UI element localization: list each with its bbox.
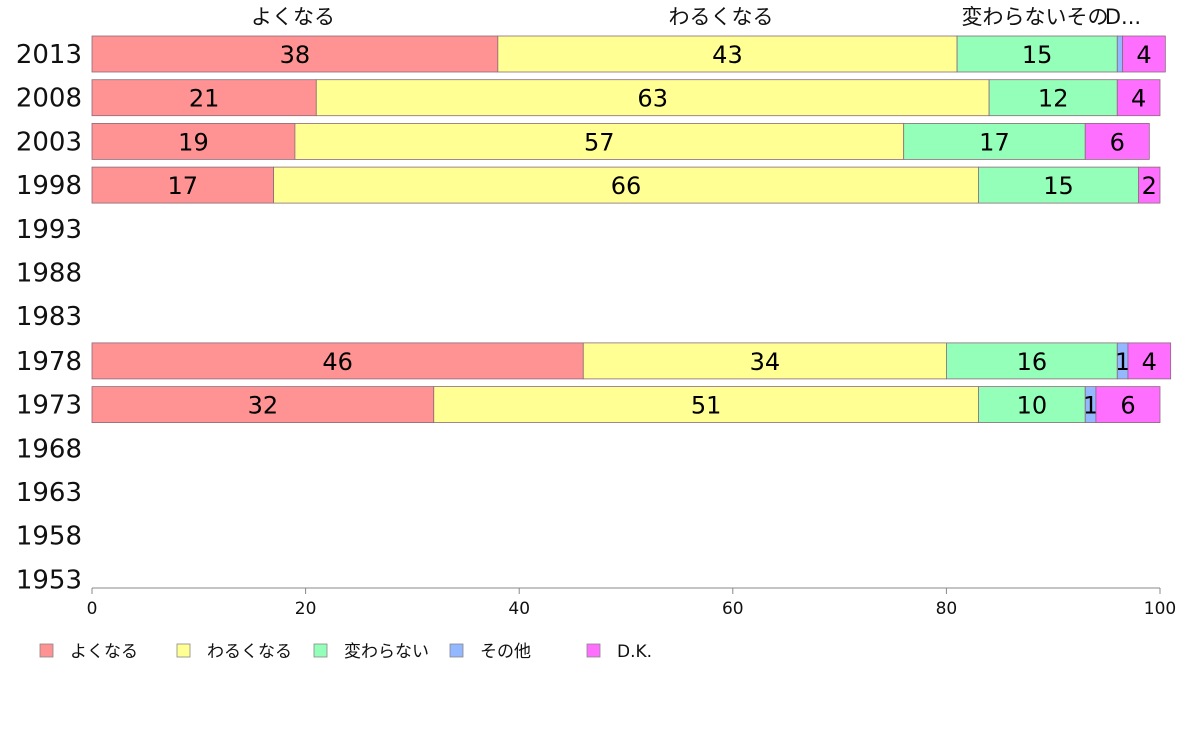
x-tick-label: 40	[508, 599, 530, 619]
legend-label: 変わらない	[344, 642, 429, 662]
data-label: 21	[189, 85, 220, 113]
data-label: 17	[979, 128, 1010, 156]
year-label: 2008	[16, 84, 82, 114]
year-label: 1978	[16, 347, 82, 377]
bar-segment	[91, 79, 317, 117]
data-label: 6	[1110, 128, 1125, 156]
header-label: わるくなる	[669, 5, 774, 29]
bar-segment	[273, 166, 979, 204]
year-label: 1958	[16, 522, 82, 552]
bars: 38 43 15 421 63 12 419 57 17 617 66 15 246 34 16 1 432 51…	[91, 35, 1172, 424]
year-label: 1998	[16, 171, 82, 201]
bar-segment	[91, 123, 296, 160]
bar-segment	[294, 123, 905, 160]
bar-segment	[1127, 342, 1172, 380]
bar-segment	[1116, 79, 1161, 117]
legend-item: わるくなる	[176, 642, 292, 662]
year-label: 1988	[16, 259, 82, 289]
data-label: 1	[1083, 392, 1098, 420]
x-tick-label: 60	[722, 599, 744, 619]
data-label: 10	[1017, 392, 1048, 420]
year-label: 1973	[16, 391, 82, 421]
year-labels: 2013 2008 2003 1998 1993 1988 1983 1978 1973 1968…	[16, 40, 82, 595]
header-label: 変わらないその	[962, 5, 1109, 29]
data-label: 17	[168, 172, 199, 200]
data-label: 2	[1142, 172, 1157, 200]
bar-segment	[946, 342, 1118, 380]
bar-segment	[988, 79, 1118, 117]
legend-label: その他	[480, 642, 531, 662]
data-label: 32	[248, 392, 279, 420]
data-label: 1	[1115, 348, 1130, 376]
legend-item: D.K.	[586, 642, 652, 662]
data-label: 15	[1022, 41, 1053, 69]
x-tick-label: 0	[87, 599, 98, 619]
data-label: 66	[611, 172, 642, 200]
year-label: 1963	[16, 478, 82, 508]
year-label: 1968	[16, 434, 82, 464]
bar-segment	[1122, 35, 1166, 73]
data-label: 43	[712, 41, 743, 69]
data-label: 19	[178, 128, 209, 156]
bar-segment	[1116, 35, 1124, 73]
legend-label: わるくなる	[207, 642, 292, 662]
legend-label: よくなる	[70, 642, 138, 662]
bar-segment	[91, 386, 435, 424]
bar-segment	[91, 342, 584, 380]
data-label: 12	[1038, 85, 1069, 113]
data-label: 4	[1136, 41, 1151, 69]
bar-segment	[582, 342, 947, 380]
column-header-labels: よくなる わるくなる 変わらないそのD...	[251, 5, 1141, 29]
legend-swatch	[313, 643, 328, 658]
data-label: 15	[1043, 172, 1074, 200]
data-label: 4	[1142, 348, 1157, 376]
bar-segment	[1138, 166, 1161, 204]
data-label: 63	[637, 85, 668, 113]
legend-swatch	[176, 643, 191, 658]
legend-item: 変わらない	[313, 642, 429, 662]
bar-segment	[91, 166, 274, 204]
data-label: 4	[1131, 85, 1146, 113]
year-label: 1953	[16, 565, 82, 595]
year-label: 1983	[16, 302, 82, 332]
header-label: D...	[1105, 5, 1141, 29]
x-tick-label: 100	[1144, 599, 1176, 619]
legend-swatch	[449, 643, 464, 658]
data-label: 34	[750, 348, 781, 376]
data-label: 16	[1017, 348, 1048, 376]
year-label: 2003	[16, 127, 82, 157]
x-axis: 0 20 40 60 80 100	[87, 587, 1176, 619]
bar-segment	[956, 35, 1118, 73]
legend-label: D.K.	[617, 642, 652, 662]
bar-segment	[91, 35, 499, 73]
data-label: 46	[322, 348, 353, 376]
data-label: 57	[584, 128, 615, 156]
x-tick-label: 20	[295, 599, 317, 619]
bar-segment	[978, 386, 1086, 424]
data-label: 51	[691, 392, 722, 420]
year-label: 2013	[16, 40, 82, 70]
header-label: よくなる	[251, 5, 335, 29]
legend: よくなる わるくなる 変わらない その他 D.K.	[39, 642, 652, 662]
bar-segment	[1095, 386, 1161, 424]
legend-item: よくなる	[39, 642, 138, 662]
bar-segment	[1084, 123, 1150, 160]
legend-swatch	[39, 643, 54, 658]
x-tick-label: 80	[936, 599, 958, 619]
data-label: 38	[280, 41, 311, 69]
data-label: 6	[1120, 392, 1135, 420]
year-label: 1993	[16, 215, 82, 245]
legend-item: その他	[449, 642, 531, 662]
bar-segment	[315, 79, 990, 117]
bar-segment	[497, 35, 958, 73]
legend-swatch	[586, 643, 601, 658]
bar-segment	[433, 386, 979, 424]
